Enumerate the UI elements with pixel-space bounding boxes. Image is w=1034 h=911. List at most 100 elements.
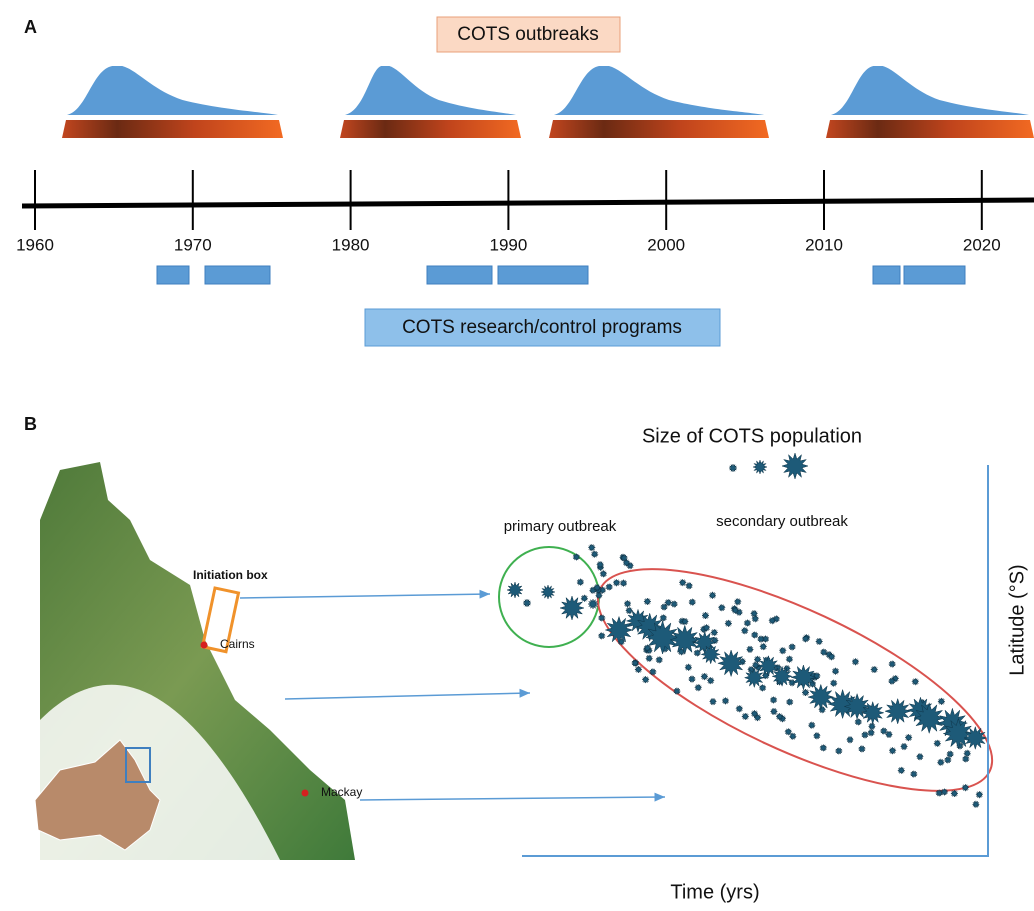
arrow xyxy=(360,797,665,800)
cots-star xyxy=(523,599,531,607)
initiation-label: Initiation box xyxy=(193,568,268,582)
outbreaks-label: COTS outbreaks xyxy=(457,24,599,45)
cots-star xyxy=(972,801,979,808)
primary-label: primary outbreak xyxy=(504,518,617,535)
cots-star xyxy=(759,684,766,691)
cots-star xyxy=(820,744,827,751)
cots-star xyxy=(964,750,971,757)
outbreak-hump xyxy=(554,66,764,115)
cots-star xyxy=(808,684,833,709)
cots-star xyxy=(898,767,905,774)
cots-star xyxy=(734,598,741,605)
cots-star xyxy=(885,699,910,724)
program-bar xyxy=(427,266,492,284)
cots-star xyxy=(937,759,944,766)
outbreak-bar xyxy=(340,120,521,138)
outbreak-bar xyxy=(62,120,283,138)
cots-star xyxy=(962,784,969,791)
program-bar xyxy=(873,266,900,284)
cots-star xyxy=(758,636,765,643)
cots-star xyxy=(588,544,595,551)
cots-star xyxy=(646,655,653,662)
outbreak-hump xyxy=(67,66,278,115)
cots-star xyxy=(626,607,633,614)
cots-star xyxy=(560,596,584,620)
cots-star xyxy=(729,464,737,472)
year-label: 1960 xyxy=(16,235,54,254)
cots-star xyxy=(786,656,793,663)
secondary-ellipse xyxy=(571,526,1020,835)
cots-star xyxy=(707,677,714,684)
cots-star xyxy=(962,756,969,763)
y-axis-label: Latitude (°S) xyxy=(1006,564,1028,675)
year-label: 2010 xyxy=(805,235,843,254)
city-dot xyxy=(201,642,208,649)
body: A COTS outbreaks 19601970198019902000201… xyxy=(0,0,1034,911)
program-bar xyxy=(205,266,270,284)
cots-star xyxy=(591,551,598,558)
cots-star xyxy=(802,689,809,696)
cots-star xyxy=(816,638,823,645)
cots-star xyxy=(868,723,875,730)
secondary-label: secondary outbreak xyxy=(716,513,848,530)
cots-star xyxy=(620,580,627,587)
arrow xyxy=(240,594,490,598)
arrow xyxy=(285,693,530,699)
cots-star xyxy=(905,734,912,741)
cots-star xyxy=(808,722,815,729)
cots-star xyxy=(789,644,796,651)
year-label: 2020 xyxy=(963,235,1001,254)
cots-star xyxy=(753,460,767,474)
cots-star xyxy=(689,676,696,683)
cots-star xyxy=(656,656,663,663)
cots-star xyxy=(819,706,826,713)
cots-star xyxy=(679,579,686,586)
city-label: Cairns xyxy=(220,637,255,651)
cots-star xyxy=(642,676,649,683)
cots-star xyxy=(858,745,865,752)
outbreak-bar xyxy=(549,120,769,138)
cots-star xyxy=(835,748,842,755)
cots-star xyxy=(910,771,917,778)
cots-star xyxy=(852,658,859,665)
cots-star xyxy=(871,666,878,673)
cots-star xyxy=(718,604,725,611)
cots-star xyxy=(832,668,839,675)
cots-star xyxy=(770,708,777,715)
cots-star xyxy=(754,656,761,663)
cots-star xyxy=(689,599,696,606)
outbreak-bar xyxy=(826,120,1034,138)
cots-star xyxy=(644,598,651,605)
cots-star xyxy=(711,629,718,636)
cots-star xyxy=(577,579,584,586)
year-label: 1980 xyxy=(332,235,370,254)
cots-star xyxy=(722,697,729,704)
cots-star xyxy=(901,743,908,750)
cots-star xyxy=(747,646,754,653)
cots-star xyxy=(938,698,945,705)
cots-star xyxy=(889,747,896,754)
panel-label: A xyxy=(24,17,37,37)
programs-label: COTS research/control programs xyxy=(402,317,682,338)
legend-title: Size of COTS population xyxy=(642,425,862,447)
city-label: Mackay xyxy=(321,785,362,799)
year-label: 2000 xyxy=(647,235,685,254)
cots-star xyxy=(606,584,613,591)
program-bar xyxy=(904,266,965,284)
cots-star xyxy=(588,599,598,609)
cots-star xyxy=(686,582,693,589)
cots-star xyxy=(581,595,588,602)
cots-star xyxy=(695,684,702,691)
cots-star xyxy=(770,697,777,704)
page: COTS outbreaks figure {"panel_a": {"labe… xyxy=(0,0,1034,911)
cots-star xyxy=(613,579,620,586)
year-label: 1990 xyxy=(489,235,527,254)
cots-star xyxy=(624,600,631,607)
cots-star xyxy=(868,729,875,736)
cots-star xyxy=(541,585,555,599)
cots-star xyxy=(916,753,923,760)
program-bar xyxy=(157,266,189,284)
outbreak-hump xyxy=(345,66,516,115)
cots-star xyxy=(671,601,678,608)
cots-star xyxy=(507,582,523,598)
